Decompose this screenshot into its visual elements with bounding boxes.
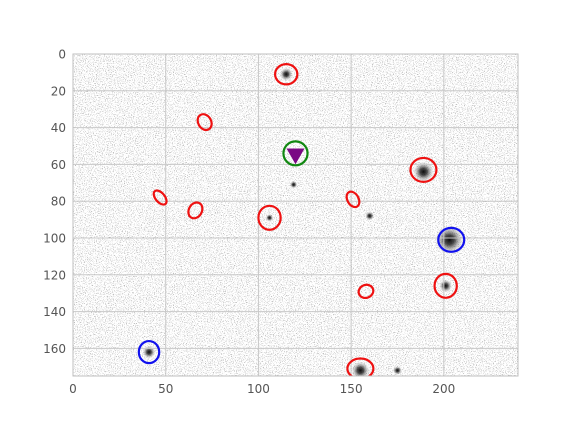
x-tick-label: 100 — [247, 382, 270, 396]
bright-spot — [413, 161, 434, 183]
x-tick-label: 50 — [158, 382, 173, 396]
x-tick-label: 150 — [340, 382, 363, 396]
red-ellipse-marker — [196, 113, 213, 132]
y-tick-label: 20 — [51, 84, 66, 98]
bright-spot — [392, 365, 403, 376]
blue-ellipse-marker — [137, 339, 161, 365]
x-tick-label: 200 — [432, 382, 455, 396]
y-tick-label: 140 — [43, 305, 66, 319]
marker-layer — [137, 63, 466, 376]
blue-ellipse-marker — [437, 226, 466, 253]
noise-texture — [73, 54, 518, 376]
red-ellipse-marker — [274, 63, 299, 86]
red-ellipse-marker — [187, 201, 204, 220]
bright-spot — [289, 180, 298, 189]
purple-triangle-marker — [286, 148, 305, 165]
bright-spot — [279, 67, 293, 81]
red-ellipse-marker — [345, 190, 361, 209]
grid-lines — [72, 53, 518, 376]
y-axis-ticks: 0 20 40 60 80 100 120 140 160 — [43, 48, 66, 356]
red-ellipse-marker — [152, 189, 168, 206]
x-axis-ticks: 0 50 100 150 200 — [69, 382, 455, 396]
bright-spot — [439, 279, 453, 293]
y-tick-label: 0 — [58, 48, 66, 62]
red-ellipse-marker — [409, 156, 438, 183]
red-ellipse-marker — [433, 272, 458, 299]
y-tick-label: 40 — [51, 121, 66, 135]
y-tick-label: 60 — [51, 158, 66, 172]
red-ellipse-marker — [357, 283, 375, 300]
y-tick-label: 100 — [43, 232, 66, 246]
green-ellipse-marker — [282, 140, 309, 167]
y-tick-label: 160 — [43, 342, 66, 356]
y-tick-label: 120 — [43, 268, 66, 282]
plot-frame — [72, 53, 519, 377]
y-tick-label: 80 — [51, 195, 66, 209]
plot-area — [72, 53, 519, 377]
bright-spot — [365, 211, 375, 221]
bright-spot — [265, 213, 274, 222]
red-ellipse-marker — [346, 357, 375, 376]
bright-spot — [351, 361, 370, 376]
x-tick-label: 0 — [69, 382, 77, 396]
bright-spot — [142, 345, 156, 359]
red-ellipse-marker — [257, 204, 282, 231]
